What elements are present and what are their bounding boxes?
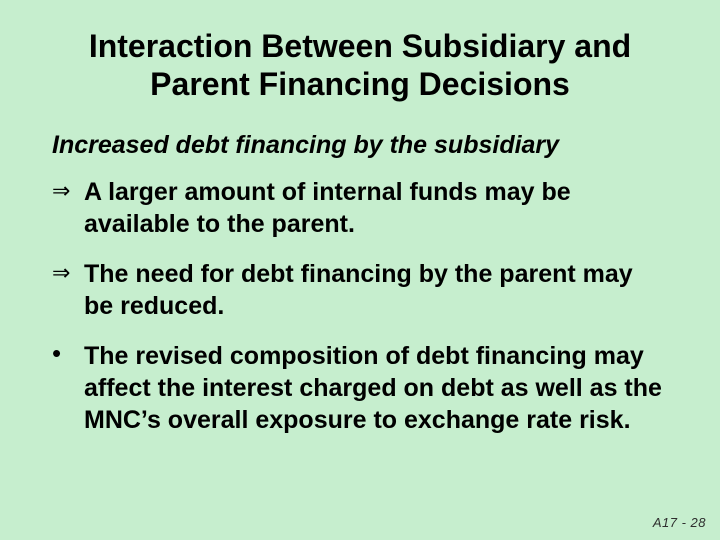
slide-number: A17 - 28 (653, 515, 706, 530)
bullet-dot-icon: • (52, 340, 84, 365)
list-item: ⇒ A larger amount of internal funds may … (52, 176, 668, 240)
list-item: • The revised composition of debt financ… (52, 340, 668, 436)
bullet-text: A larger amount of internal funds may be… (84, 176, 668, 240)
slide-title: Interaction Between Subsidiary and Paren… (52, 28, 668, 104)
bullet-list: ⇒ A larger amount of internal funds may … (52, 176, 668, 436)
bullet-text: The revised composition of debt financin… (84, 340, 668, 436)
double-arrow-icon: ⇒ (52, 258, 84, 286)
list-item: ⇒ The need for debt financing by the par… (52, 258, 668, 322)
bullet-text: The need for debt financing by the paren… (84, 258, 668, 322)
double-arrow-icon: ⇒ (52, 176, 84, 204)
slide: Interaction Between Subsidiary and Paren… (0, 0, 720, 540)
slide-subheading: Increased debt financing by the subsidia… (52, 130, 668, 160)
